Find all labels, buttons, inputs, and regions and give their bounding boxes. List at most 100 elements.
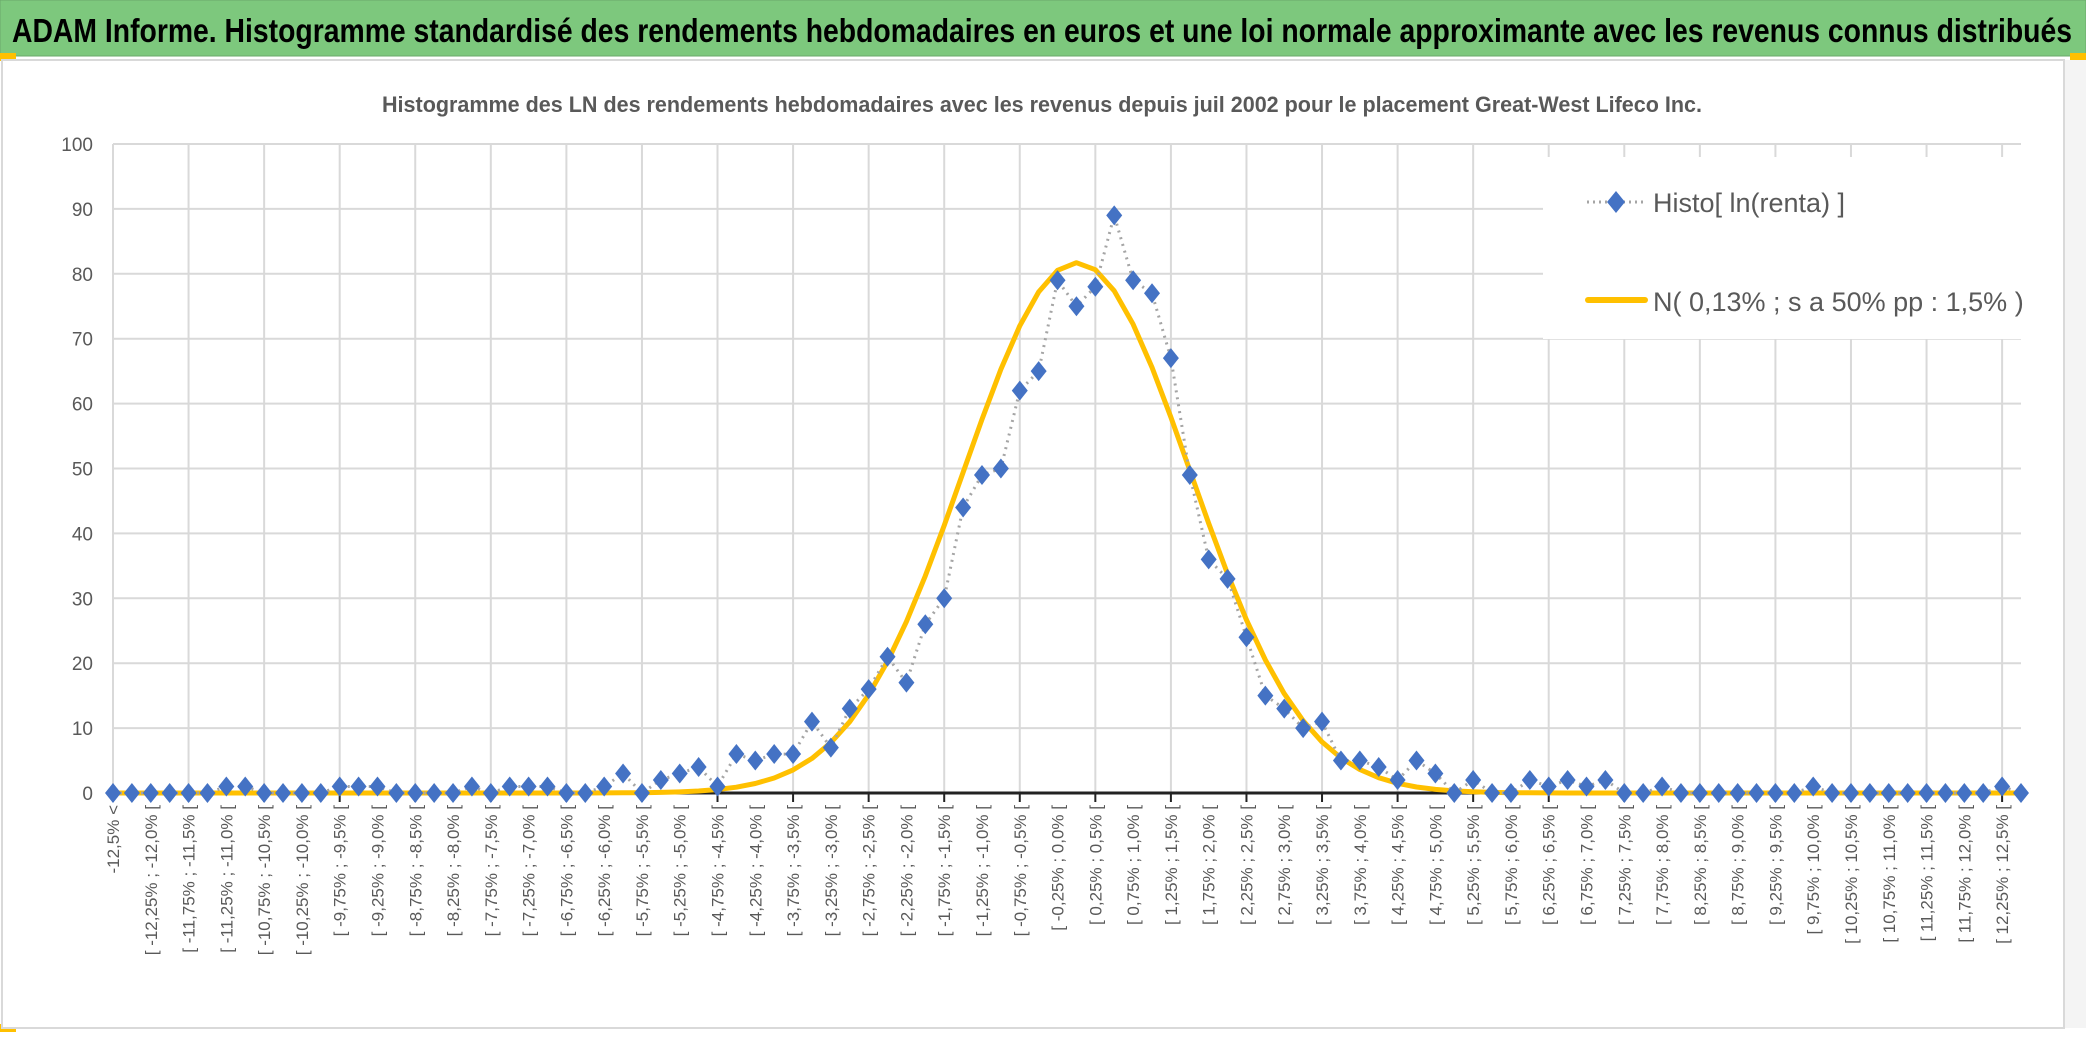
legend-normal-label: N( 0,13% ; s a 50% pp : 1,5% ): [1653, 287, 2024, 317]
x-tick-label: [ 2,75% ; 3,0% [: [1275, 805, 1294, 925]
histogram-point: [652, 770, 669, 791]
histogram-point: [709, 776, 726, 797]
legend-item-histogram[interactable]: Histo[ ln(renta) ]: [1587, 188, 1845, 218]
x-tick-label: [ 11,25% ; 11,5% [: [1918, 805, 1937, 942]
histogram-point: [256, 783, 273, 803]
histogram-point: [1578, 776, 1595, 797]
histogram-point: [1918, 783, 1935, 803]
x-tick-label: [ -0,75% ; -0,5% [: [1011, 805, 1030, 937]
x-tick-label: [ -1,75% ; -1,5% [: [935, 805, 954, 937]
histogram-point: [501, 776, 518, 797]
x-tick-label: [ 1,25% ; 1,5% [: [1162, 805, 1181, 925]
histogram-point: [1861, 783, 1878, 803]
y-tick-label: 20: [72, 654, 93, 675]
histogram-point: [312, 783, 329, 803]
header-title: ADAM Informe. Histogramme standardisé de…: [12, 12, 2072, 49]
y-axis-tick-labels: 0 10 20 30 40 50 60 70 80 90 100: [61, 135, 93, 805]
histogram-point: [1842, 783, 1859, 803]
histogram-point: [1805, 776, 1822, 797]
histogram-point: [1710, 783, 1727, 803]
histogram-point: [992, 458, 1009, 479]
histogram-point: [1484, 783, 1501, 803]
x-tick-label: -12,5% <: [104, 805, 123, 874]
histogram-point: [275, 783, 292, 803]
legend[interactable]: Histo[ ln(renta) ] N( 0,13% ; s a 50% pp…: [1543, 157, 2059, 339]
x-tick-label: [ 9,25% ; 9,5% [: [1766, 805, 1785, 925]
x-tick-label: [ 3,75% ; 4,0% [: [1351, 805, 1370, 925]
histogram-point: [917, 614, 934, 635]
histogram-point: [1502, 783, 1519, 803]
y-tick-label: 10: [72, 719, 93, 740]
x-tick-label: [ 2,25% ; 2,5% [: [1237, 805, 1256, 925]
histogram-point: [615, 763, 632, 784]
histogram-point: [879, 646, 896, 667]
histogram-point: [1125, 270, 1142, 291]
histogram-point: [1597, 770, 1614, 791]
histogram-point: [350, 776, 367, 797]
x-tick-label: [ 1,75% ; 2,0% [: [1200, 805, 1219, 925]
histogram-point: [1616, 783, 1633, 803]
selection-handle[interactable]: [2070, 53, 2086, 61]
x-tick-label: [ 4,25% ; 4,5% [: [1389, 805, 1408, 925]
x-tick-label: [ -2,75% ; -2,5% [: [860, 805, 879, 937]
histogram-point: [1219, 568, 1236, 589]
histogram-point: [1011, 380, 1028, 401]
histogram-point: [445, 783, 462, 803]
histogram-point: [1975, 783, 1992, 803]
x-tick-label: [ -6,75% ; -6,5% [: [557, 805, 576, 937]
histogram-point: [123, 783, 140, 803]
histogram-point: [785, 744, 802, 765]
histogram-point: [841, 698, 858, 719]
y-tick-label: 30: [72, 589, 93, 610]
histogram-point: [1087, 276, 1104, 297]
x-tick-label: [ -12,25% ; -12,0% [: [142, 805, 161, 956]
histogram-point: [1238, 627, 1255, 648]
histogram-point: [293, 783, 310, 803]
y-tick-label: 80: [72, 265, 93, 286]
histogram-point: [973, 464, 990, 485]
histogram-point: [1521, 770, 1538, 791]
histogram-point: [1427, 763, 1444, 784]
x-tick-label: [ -3,75% ; -3,5% [: [784, 805, 803, 937]
x-tick-label: [ -3,25% ; -3,0% [: [822, 805, 841, 937]
x-tick-label: [ 10,25% ; 10,5% [: [1842, 805, 1861, 944]
histogram-point: [142, 783, 159, 803]
x-tick-label: [ -6,25% ; -6,0% [: [595, 805, 614, 937]
histogram-point: [596, 776, 613, 797]
legend-item-normal[interactable]: N( 0,13% ; s a 50% pp : 1,5% ): [1585, 287, 2024, 317]
histogram-point: [1162, 348, 1179, 369]
x-tick-label: [ -1,25% ; -1,0% [: [973, 805, 992, 937]
histogram-point: [1899, 783, 1916, 803]
x-tick-label: [ 8,25% ; 8,5% [: [1691, 805, 1710, 925]
histogram-point: [369, 776, 386, 797]
histogram-point: [747, 750, 764, 771]
histogram-point: [1937, 783, 1954, 803]
x-tick-label: [ 6,25% ; 6,5% [: [1540, 805, 1559, 925]
x-tick-label: [ -4,75% ; -4,5% [: [709, 805, 728, 937]
histogram-point: [1276, 698, 1293, 719]
histogram-point: [2013, 783, 2029, 803]
histogram-point: [1465, 770, 1482, 791]
histogram-series: [105, 205, 2029, 803]
histogram-point: [1049, 270, 1066, 291]
y-tick-label: 50: [72, 460, 93, 481]
x-tick-label: [ -4,25% ; -4,0% [: [746, 805, 765, 937]
histogram-point: [1880, 783, 1897, 803]
histogram-point: [1540, 776, 1557, 797]
histogram-point: [1257, 685, 1274, 706]
histogram-point: [539, 776, 556, 797]
histogram-point: [1767, 783, 1784, 803]
histogram-point: [218, 776, 235, 797]
histogram-point: [1824, 783, 1841, 803]
histogram-point: [1446, 783, 1463, 803]
histogram-point: [1672, 783, 1689, 803]
x-tick-label: [ 0,75% ; 1,0% [: [1124, 805, 1143, 925]
x-tick-label: [ -9,25% ; -9,0% [: [368, 805, 387, 937]
x-tick-label: [ 5,25% ; 5,5% [: [1464, 805, 1483, 925]
histogram-point: [463, 776, 480, 797]
x-tick-label: [ 7,75% ; 8,0% [: [1653, 805, 1672, 925]
histogram-point: [1314, 711, 1331, 732]
selection-handle[interactable]: [0, 53, 16, 61]
histogram-point: [936, 588, 953, 609]
